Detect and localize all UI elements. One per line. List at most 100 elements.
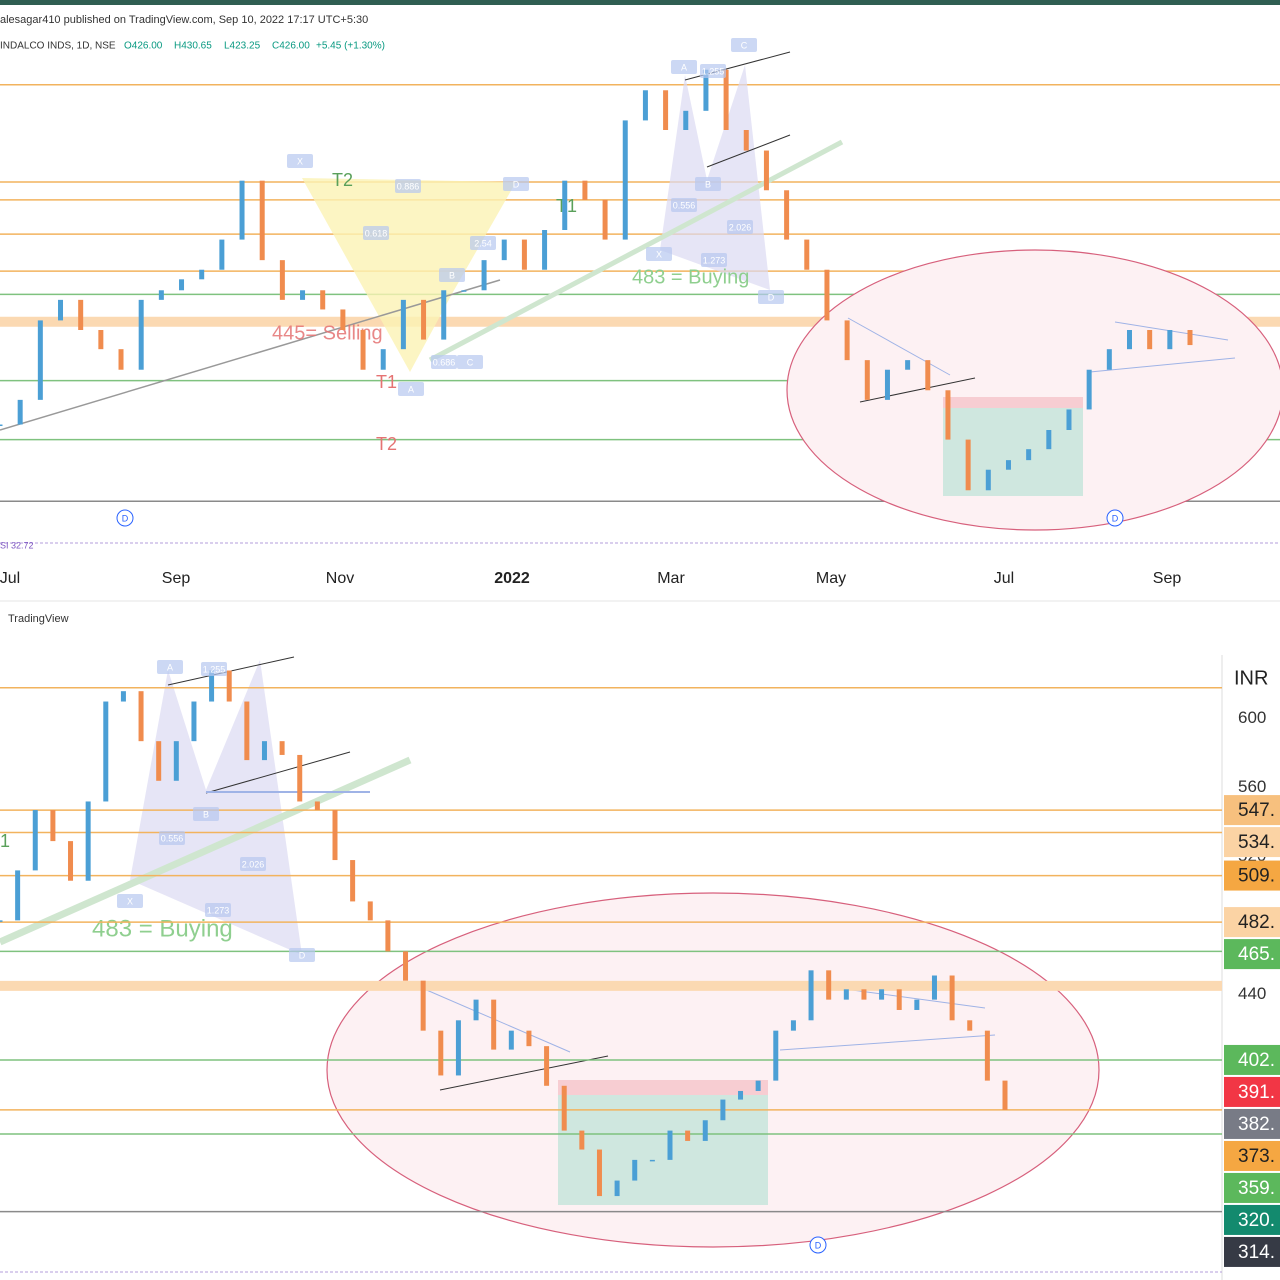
candle — [300, 290, 306, 300]
candle — [261, 741, 267, 761]
candle — [526, 1030, 532, 1047]
price-tag-label: 391. — [1238, 1082, 1275, 1103]
price-tag — [1224, 1140, 1280, 1171]
candle — [118, 349, 124, 370]
annotation: 1 — [0, 831, 10, 851]
candle — [120, 691, 126, 702]
pattern-label: A — [408, 384, 414, 394]
candle — [380, 349, 386, 370]
trend-line — [779, 1034, 996, 1051]
pattern-label-bg — [439, 268, 465, 282]
price-tag-label: 320. — [1238, 1210, 1275, 1231]
event-marker — [809, 1236, 827, 1254]
pattern-label-bg — [457, 355, 483, 369]
candle — [790, 1020, 796, 1031]
pattern-label: 1.273 — [703, 255, 726, 265]
candle — [925, 360, 931, 391]
price-tag — [1224, 1108, 1280, 1139]
ohlc: C426.00 — [272, 41, 310, 52]
top-strip — [0, 0, 1280, 5]
price-tag — [1224, 795, 1280, 826]
candle — [649, 1159, 655, 1162]
pattern-label-bg — [363, 226, 389, 240]
candle — [491, 999, 497, 1050]
candle — [179, 279, 185, 291]
candle — [103, 701, 109, 802]
candle — [683, 110, 689, 130]
candle — [864, 360, 870, 400]
candle — [784, 190, 790, 240]
candle — [441, 290, 447, 340]
candle — [17, 399, 23, 425]
candle — [501, 239, 507, 261]
candle — [945, 390, 951, 440]
x-tick-label: Jul — [0, 570, 20, 587]
candle — [861, 989, 867, 1000]
candle — [209, 670, 215, 702]
candle — [582, 180, 588, 200]
symbol: INDALCO INDS, 1D, NSE — [0, 41, 116, 52]
trend-line — [847, 317, 951, 376]
pattern-label-bg — [758, 290, 784, 304]
event-marker — [116, 509, 134, 527]
annotation: 483 = Buying — [632, 266, 749, 288]
pattern-label: B — [203, 809, 209, 819]
candle — [1147, 330, 1153, 350]
pattern-label-bg — [727, 220, 753, 234]
x-tick-label: Nov — [326, 570, 354, 587]
candle — [340, 309, 346, 330]
candle — [685, 1130, 691, 1141]
candle — [85, 801, 91, 881]
publisher: alesagar410 published on TradingView.com… — [0, 14, 368, 26]
x-tick-label: Jul — [994, 570, 1014, 587]
candle — [824, 269, 830, 321]
price-tag — [1224, 860, 1280, 891]
candle — [259, 180, 265, 261]
candle — [755, 1080, 761, 1091]
candle — [420, 980, 426, 1031]
price-tag — [1224, 1236, 1280, 1267]
ohlc: +5.45 (+1.30%) — [316, 41, 385, 52]
price-tag — [1224, 827, 1280, 858]
ohlc: H430.65 — [174, 41, 212, 52]
event-marker — [1106, 509, 1124, 527]
ohlc: L423.25 — [224, 41, 261, 52]
candle — [98, 330, 104, 350]
y-tick-label: 560 — [1238, 777, 1266, 796]
pattern-label-bg — [201, 662, 227, 676]
pattern-label-bg — [240, 857, 266, 871]
pattern-label-bg — [431, 355, 457, 369]
candle — [914, 999, 920, 1010]
pattern-label-bg — [205, 903, 231, 917]
trend-line — [859, 377, 976, 403]
candle — [50, 810, 56, 842]
candle — [738, 1090, 744, 1100]
annotation: 445= Selling — [272, 322, 383, 344]
price-tag — [1224, 1172, 1280, 1203]
x-tick-label: Sep — [1153, 570, 1182, 587]
candle — [32, 810, 38, 871]
candle — [1046, 430, 1052, 450]
pattern-label: 0.618 — [365, 228, 388, 238]
candle — [879, 989, 885, 1000]
candle — [720, 1099, 726, 1121]
price-tag-label: 482. — [1238, 912, 1275, 933]
candle — [1005, 460, 1011, 470]
pattern-label-bg — [193, 807, 219, 821]
candle — [1026, 449, 1032, 461]
target-zone — [558, 1095, 768, 1205]
price-tag-label: 382. — [1238, 1114, 1275, 1135]
price-tag-label: 509. — [1238, 866, 1275, 887]
candle — [350, 860, 356, 902]
trend-line — [706, 134, 791, 168]
trend-line — [205, 751, 351, 794]
candle — [985, 469, 991, 491]
candle — [156, 741, 162, 781]
candle — [622, 120, 628, 240]
pattern-label-bg — [159, 831, 185, 845]
candle — [1002, 1080, 1008, 1110]
price-tag-label: 373. — [1238, 1146, 1275, 1167]
pattern-label-bg — [157, 660, 183, 674]
pattern-label-bg — [470, 236, 496, 250]
